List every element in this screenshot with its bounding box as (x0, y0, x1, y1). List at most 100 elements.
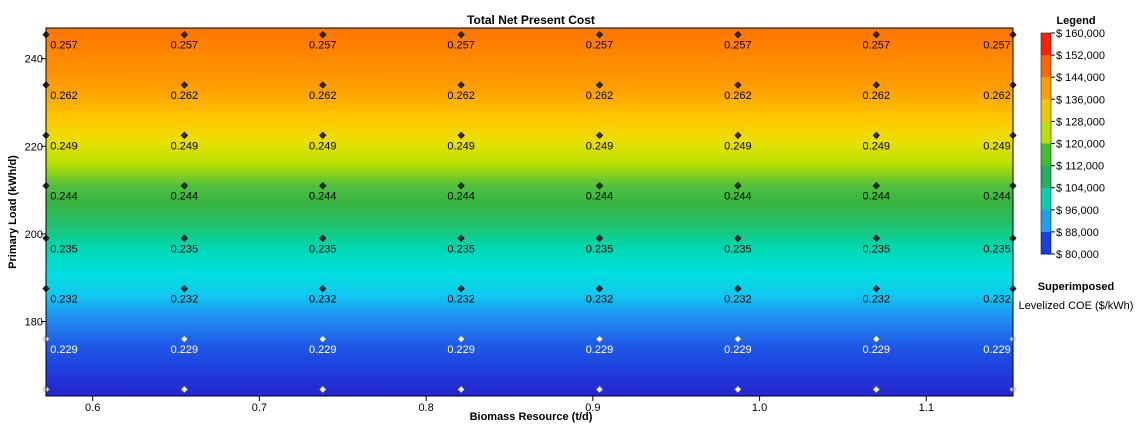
coe-label: 0.257 (447, 40, 475, 52)
coe-label: 0.244 (309, 191, 337, 203)
coe-label: 0.232 (983, 294, 1011, 306)
coe-label: 0.232 (586, 294, 614, 306)
data-point (595, 131, 604, 139)
coe-label: 0.257 (309, 40, 337, 52)
data-point (595, 81, 604, 89)
data-point (872, 30, 880, 39)
coe-label: 0.229 (586, 344, 614, 356)
data-point (595, 335, 604, 343)
data-point (319, 182, 327, 190)
coe-label: 0.257 (863, 40, 891, 52)
coe-label: 0.235 (309, 243, 337, 255)
data-point (595, 234, 604, 242)
data-point (734, 30, 742, 39)
data-point (872, 385, 880, 394)
x-tick-label: 0.6 (85, 402, 100, 414)
legend-swatch (1041, 143, 1051, 167)
data-point (180, 131, 189, 139)
coe-label: 0.262 (309, 90, 337, 102)
data-point (734, 234, 742, 242)
legend-label: $ 144,000 (1056, 72, 1105, 84)
data-point (457, 234, 465, 242)
data-point (872, 234, 880, 242)
data-point (457, 335, 465, 343)
data-point (319, 81, 327, 89)
y-tick-label: 220 (25, 141, 43, 153)
legend-swatch (1041, 33, 1051, 56)
legend-swatch (1041, 231, 1051, 255)
data-point (319, 285, 327, 293)
legend-label: $ 120,000 (1056, 139, 1105, 151)
coe-label: 0.257 (983, 40, 1011, 52)
coe-label: 0.262 (983, 90, 1011, 102)
coe-label: 0.244 (447, 191, 475, 203)
data-point (180, 285, 189, 293)
coe-label: 0.249 (171, 140, 199, 152)
data-point (734, 81, 742, 89)
data-point (180, 30, 189, 39)
y-tick-label: 240 (25, 54, 43, 66)
coe-label: 0.262 (171, 90, 199, 102)
plot-frame (45, 27, 1014, 397)
data-point (319, 131, 327, 139)
coe-label: 0.232 (309, 294, 337, 306)
coe-label: 0.232 (447, 294, 475, 306)
coe-label: 0.235 (983, 243, 1011, 255)
data-point (734, 285, 742, 293)
coe-label: 0.229 (863, 344, 891, 356)
coe-label: 0.262 (586, 90, 614, 102)
legend: Legend Superimposed Levelized COE ($/kWh… (1019, 15, 1134, 312)
coe-label: 0.232 (863, 294, 891, 306)
data-point (872, 285, 880, 293)
coe-label: 0.249 (983, 140, 1011, 152)
legend-label: $ 152,000 (1056, 50, 1105, 62)
coe-label: 0.244 (171, 191, 199, 203)
axes: 0.6 0.7 0.8 0.9 1.0 1.1 180 200 220 240 (25, 54, 934, 414)
data-point (734, 385, 742, 394)
data-point (457, 30, 465, 39)
legend-swatch (1041, 209, 1051, 233)
coe-label: 0.235 (586, 243, 614, 255)
data-point (319, 385, 327, 394)
coe-label: 0.244 (586, 191, 614, 203)
coe-label: 0.232 (724, 294, 752, 306)
data-point (595, 285, 604, 293)
coe-label: 0.232 (50, 294, 78, 306)
legend-swatch (1041, 99, 1051, 122)
legend-label: $ 80,000 (1056, 249, 1099, 261)
data-point (180, 182, 189, 190)
x-tick-label: 0.9 (585, 402, 600, 414)
data-point (180, 234, 189, 242)
data-point (180, 81, 189, 89)
coe-label: 0.235 (171, 243, 199, 255)
data-point (872, 182, 880, 190)
coe-label: 0.235 (724, 243, 752, 255)
legend-label: $ 104,000 (1056, 183, 1105, 195)
y-axis-title: Primary Load (kWh/d) (7, 155, 19, 269)
x-tick-label: 0.8 (418, 402, 433, 414)
y-tick-label: 180 (25, 317, 43, 329)
legend-swatch (1041, 55, 1051, 78)
superimposed-label: Levelized COE ($/kWh) (1019, 300, 1134, 312)
data-point (872, 81, 880, 89)
data-point (457, 285, 465, 293)
coe-label: 0.257 (586, 40, 614, 52)
coe-label: 0.229 (50, 344, 78, 356)
coe-label: 0.229 (447, 344, 475, 356)
coe-label: 0.227 (171, 394, 199, 406)
coe-label: 0.227 (724, 394, 752, 406)
legend-label: $ 112,000 (1056, 161, 1104, 173)
coe-label: 0.229 (983, 344, 1011, 356)
x-tick-label: 0.7 (252, 402, 267, 414)
superimposed-title: Superimposed (1038, 281, 1114, 293)
coe-label: 0.257 (724, 40, 752, 52)
coe-label: 0.244 (983, 191, 1011, 203)
data-point (319, 234, 327, 242)
data-point (734, 335, 742, 343)
coe-label: 0.229 (171, 344, 199, 356)
coe-label: 0.249 (50, 140, 78, 152)
legend-label: $ 160,000 (1056, 28, 1105, 40)
legend-swatch (1041, 121, 1051, 144)
